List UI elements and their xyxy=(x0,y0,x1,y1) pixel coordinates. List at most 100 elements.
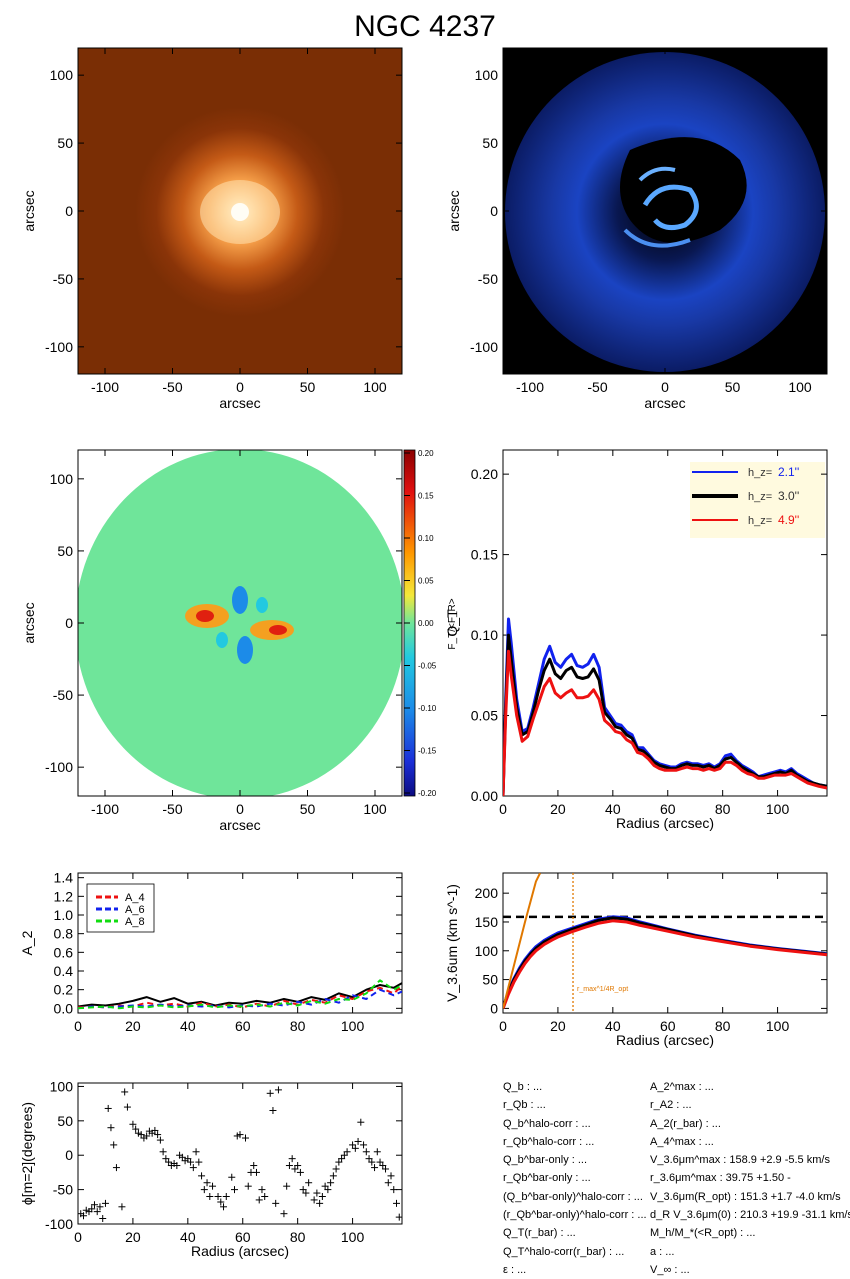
y-tick-label: 0 xyxy=(65,615,73,631)
x-tick-label: -100 xyxy=(516,379,544,395)
x-tick-label: 50 xyxy=(725,379,741,395)
data-point xyxy=(332,1165,340,1173)
data-point xyxy=(252,1168,260,1176)
colorbar-tick-label: -0.20 xyxy=(418,789,437,798)
y-tick-label: 50 xyxy=(482,135,498,151)
data-point xyxy=(143,1132,151,1140)
qt-legend-box xyxy=(690,462,825,538)
y-tick-label: 0.8 xyxy=(54,926,74,942)
data-point xyxy=(203,1179,211,1187)
parameter-row: r_3.6μm^max : 39.75 +1.50 - xyxy=(650,1172,791,1185)
data-point xyxy=(390,1186,398,1194)
legend-label: A_6 xyxy=(125,904,145,916)
data-point xyxy=(360,1141,368,1149)
data-point xyxy=(310,1196,318,1204)
data-point xyxy=(269,1107,277,1115)
data-point xyxy=(101,1199,109,1207)
data-point xyxy=(285,1162,293,1170)
data-point xyxy=(241,1134,249,1142)
y-tick-label: -100 xyxy=(45,1216,73,1232)
parameters-left-column: Q_b : ... r_Qb : ... Q_b^halo-corr : ... r_… xyxy=(503,1078,673,1279)
plot-frame xyxy=(77,872,403,1014)
y-tick-label: 100 xyxy=(475,943,499,959)
y-tick-label: -50 xyxy=(53,687,73,703)
x-tick-label: 100 xyxy=(766,801,790,817)
x-axis-label: arcsec xyxy=(219,817,260,833)
y-tick-label: -50 xyxy=(53,1182,73,1198)
parameter-row: Q_T(r_bar) : ... xyxy=(503,1227,576,1240)
parameter-row: V_∞ : ... xyxy=(650,1263,690,1276)
panel-qt-map xyxy=(78,449,416,797)
y-tick-label: 0.2 xyxy=(54,982,74,998)
x-tick-label: 40 xyxy=(180,1018,196,1034)
x-tick-label: 50 xyxy=(300,801,316,817)
figure-title: NGC 4237 xyxy=(354,10,496,43)
x-tick-label: 0 xyxy=(74,1229,82,1245)
data-point xyxy=(189,1164,197,1172)
y-tick-label: 150 xyxy=(475,914,499,930)
legend-label: h_z= xyxy=(748,467,772,479)
parameter-row: Q_b^bar-only : ... xyxy=(503,1154,588,1167)
x-axis-label: arcsec xyxy=(219,395,260,411)
colorbar-tick-label: 0.20 xyxy=(418,449,434,458)
series-line-red xyxy=(503,919,827,1009)
data-point xyxy=(104,1104,112,1112)
x-tick-label: 40 xyxy=(605,1018,621,1034)
data-point xyxy=(129,1120,137,1128)
y-axis-label: arcsec xyxy=(446,190,462,231)
data-point xyxy=(118,1203,126,1211)
qt-map-peak xyxy=(196,610,214,622)
colorbar-tick-label: 0.15 xyxy=(418,492,434,501)
x-tick-label: 40 xyxy=(180,1229,196,1245)
residual-spiral-arm xyxy=(623,228,691,248)
data-point xyxy=(96,1203,104,1211)
data-point xyxy=(387,1172,395,1180)
x-tick-label: 100 xyxy=(788,379,812,395)
x-tick-label: 80 xyxy=(715,801,731,817)
data-point xyxy=(154,1131,162,1139)
data-point xyxy=(283,1182,291,1190)
data-point xyxy=(206,1192,214,1200)
colorbar-tick-label: -0.10 xyxy=(418,704,437,713)
y-axis-label: arcsec xyxy=(21,602,37,643)
y-tick-label: -100 xyxy=(470,339,498,355)
parameters-table: Q_b : ... r_Qb : ... Q_b^halo-corr : ... r_… xyxy=(503,1078,850,1276)
legend-label: A_8 xyxy=(125,916,145,928)
data-point xyxy=(384,1179,392,1187)
parameter-row: r_A2 : ... xyxy=(650,1099,692,1112)
data-point xyxy=(351,1144,359,1152)
data-point xyxy=(296,1168,304,1176)
x-tick-label: 100 xyxy=(363,801,387,817)
x-tick-label: -50 xyxy=(587,379,607,395)
parameters-right-column: A_2^max : ... r_A2 : ... A_2(r_bar) : ... A… xyxy=(650,1078,850,1279)
legend-label: A_4 xyxy=(125,892,145,904)
y-axis-label: V_3.6um (km s^-1) xyxy=(444,884,460,1002)
data-point xyxy=(316,1199,324,1207)
data-point xyxy=(151,1126,159,1134)
data-point xyxy=(354,1137,362,1145)
series-line-black xyxy=(78,982,402,1008)
data-point xyxy=(195,1158,203,1166)
x-tick-label: 100 xyxy=(341,1018,365,1034)
data-point xyxy=(90,1201,98,1209)
y-tick-label: 1.4 xyxy=(54,870,74,886)
y-tick-label: -100 xyxy=(45,339,73,355)
data-point xyxy=(107,1124,115,1132)
data-point xyxy=(368,1158,376,1166)
data-point xyxy=(373,1148,381,1156)
data-point xyxy=(371,1164,379,1172)
data-point xyxy=(217,1198,225,1206)
data-point xyxy=(261,1192,269,1200)
data-point xyxy=(110,1141,118,1149)
parameter-row: d_R V_3.6μm(0) : 210.3 +19.9 -31.1 km/s/… xyxy=(650,1209,850,1222)
x-tick-label: 0 xyxy=(74,1018,82,1034)
data-point xyxy=(382,1165,390,1173)
galaxy-nucleus xyxy=(231,203,249,221)
qt-map-disk xyxy=(78,450,402,796)
x-tick-label: 80 xyxy=(290,1229,306,1245)
data-point xyxy=(198,1172,206,1180)
y-tick-label: 100 xyxy=(50,1078,74,1094)
legend-value: 3.0'' xyxy=(778,489,799,503)
x-tick-label: -50 xyxy=(162,379,182,395)
parameter-row: r_Qb^bar-only : ... xyxy=(503,1172,591,1185)
